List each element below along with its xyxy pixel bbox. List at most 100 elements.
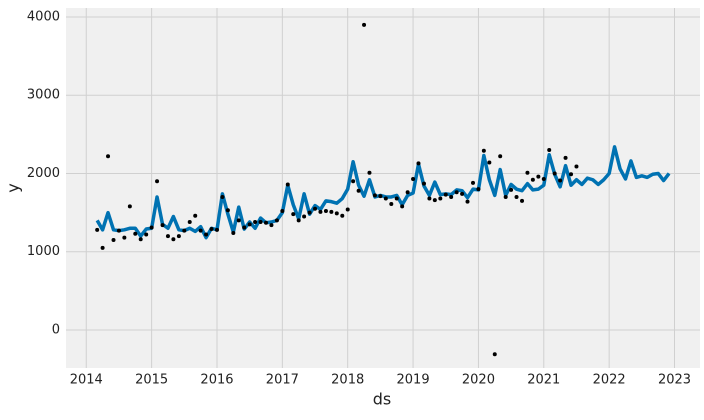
data-point	[214, 227, 219, 232]
data-point	[247, 222, 252, 227]
data-point	[454, 190, 459, 195]
data-point	[411, 176, 416, 181]
data-point	[111, 237, 116, 242]
data-point	[498, 154, 503, 159]
data-point	[443, 192, 448, 197]
data-point	[176, 234, 181, 239]
y-tick-label: 4000	[27, 9, 60, 24]
data-point	[318, 209, 323, 214]
y-tick-label: 1000	[27, 244, 60, 259]
data-point	[291, 212, 296, 217]
data-point	[269, 223, 274, 228]
data-point	[340, 213, 345, 218]
data-point	[155, 179, 160, 184]
data-point	[225, 208, 230, 213]
data-point	[242, 225, 247, 230]
x-tick-label: 2021	[527, 373, 560, 388]
x-tick-label: 2019	[397, 373, 430, 388]
data-point	[100, 245, 105, 250]
data-point	[198, 228, 203, 233]
data-point	[264, 220, 269, 225]
data-point	[536, 174, 541, 179]
data-point	[362, 22, 367, 27]
data-point	[405, 190, 410, 195]
data-point	[367, 170, 372, 175]
x-tick-label: 2020	[462, 373, 495, 388]
data-point	[356, 188, 361, 193]
data-point	[182, 228, 187, 233]
x-tick-label: 2023	[658, 373, 691, 388]
data-point	[138, 237, 143, 242]
x-tick-label: 2017	[266, 373, 299, 388]
data-point	[400, 204, 405, 209]
data-point	[563, 155, 568, 160]
data-point	[514, 194, 519, 199]
x-tick-label: 2015	[135, 373, 168, 388]
data-point	[274, 218, 279, 223]
data-point	[160, 223, 165, 228]
data-point	[487, 160, 492, 165]
data-point	[351, 179, 356, 184]
data-point	[525, 170, 530, 175]
data-point	[133, 231, 138, 236]
data-point	[460, 191, 465, 196]
data-point	[106, 154, 111, 159]
data-point	[552, 171, 557, 176]
data-point	[476, 187, 481, 192]
data-point	[574, 164, 579, 169]
y-axis-label: y	[4, 183, 23, 192]
x-tick-label: 2018	[331, 373, 364, 388]
data-point	[95, 227, 100, 232]
y-tick-label: 2000	[27, 166, 60, 181]
data-point	[127, 204, 132, 209]
data-point	[541, 176, 546, 181]
data-point	[383, 196, 388, 201]
data-point	[509, 187, 514, 192]
data-point	[329, 209, 334, 214]
data-point	[530, 177, 535, 182]
data-point	[492, 352, 497, 357]
data-point	[465, 199, 470, 204]
data-point	[334, 211, 339, 216]
data-point	[569, 172, 574, 177]
data-point	[323, 209, 328, 214]
data-point	[280, 209, 285, 214]
x-tick-label: 2016	[200, 373, 233, 388]
x-tick-label: 2022	[593, 373, 626, 388]
data-point	[122, 235, 127, 240]
data-point	[258, 219, 263, 224]
data-point	[547, 148, 552, 153]
plot-area	[66, 8, 700, 368]
x-tick-label: 2014	[70, 373, 103, 388]
x-axis-label: ds	[373, 390, 392, 409]
y-tick-label: 0	[52, 322, 60, 337]
data-point	[296, 218, 301, 223]
data-point	[394, 196, 399, 201]
data-point	[471, 180, 476, 185]
data-point	[231, 230, 236, 235]
data-point	[432, 198, 437, 203]
data-point	[302, 214, 307, 219]
data-point	[187, 219, 192, 224]
data-point	[236, 218, 241, 223]
data-point	[427, 196, 432, 201]
data-point	[389, 202, 394, 207]
data-point	[285, 182, 290, 187]
data-point	[481, 148, 486, 153]
data-point	[378, 194, 383, 199]
data-point	[558, 178, 563, 183]
data-point	[144, 232, 149, 237]
data-point	[149, 225, 154, 230]
data-point	[345, 207, 350, 212]
data-point	[171, 237, 176, 242]
data-point	[220, 194, 225, 199]
data-point	[421, 181, 426, 186]
data-point	[116, 228, 121, 233]
data-point	[165, 234, 170, 239]
data-point	[503, 194, 508, 199]
data-point	[209, 227, 214, 232]
data-point	[438, 196, 443, 201]
data-point	[193, 213, 198, 218]
forecast-line	[95, 145, 671, 240]
